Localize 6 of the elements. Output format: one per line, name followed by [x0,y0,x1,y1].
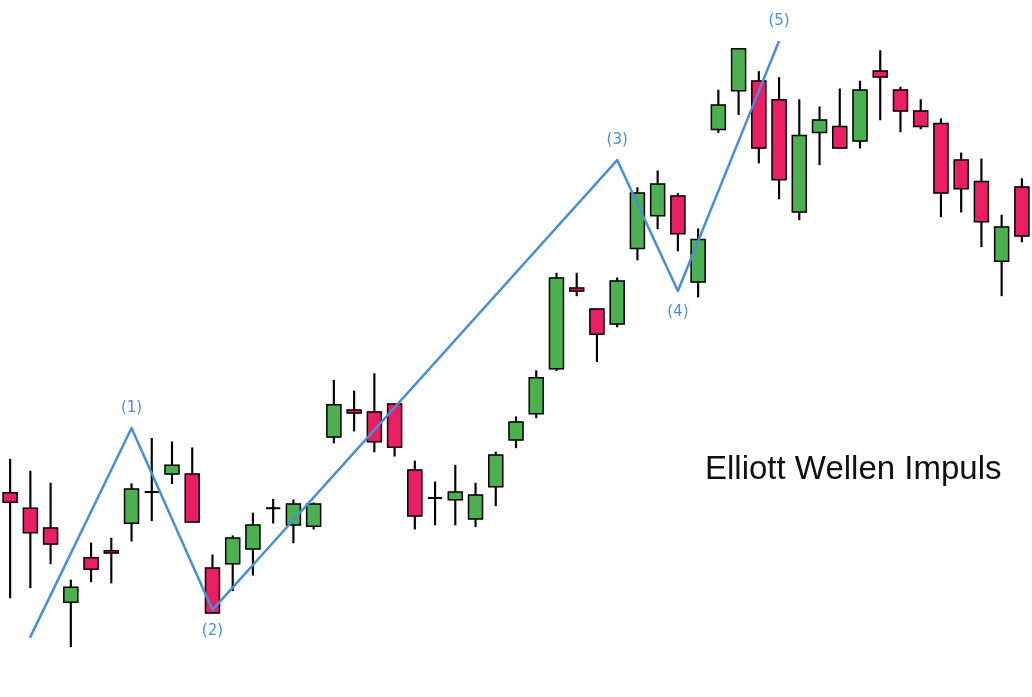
annotation: (4) [667,301,689,320]
annotation: (3) [606,129,628,148]
annotation: Elliott Wellen Impuls [705,449,1002,487]
annotation: (5) [768,10,790,29]
annotation: (1) [120,397,143,416]
annotation: (2) [201,620,224,639]
